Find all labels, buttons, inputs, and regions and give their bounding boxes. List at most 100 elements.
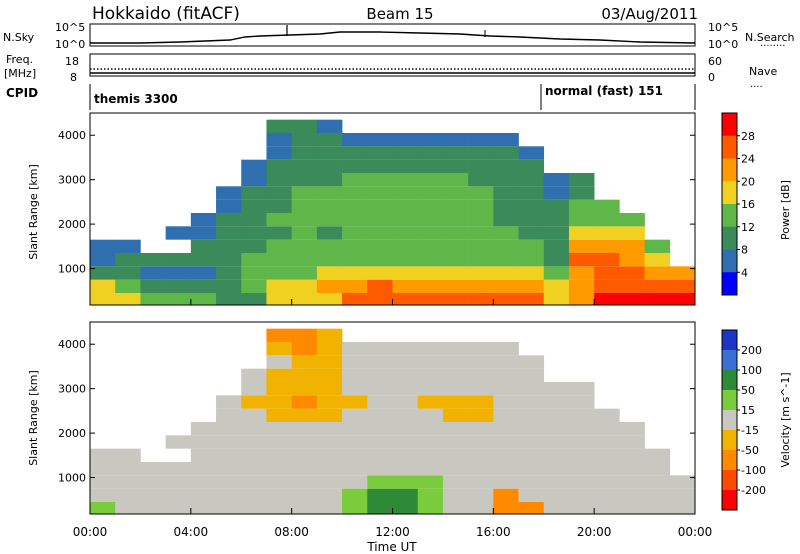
velocity-cell: [417, 408, 444, 422]
velocity-cell: [241, 395, 267, 409]
freq-right-tick-top: 60: [708, 55, 722, 68]
y-tick-label: 1000: [58, 263, 86, 276]
velocity-cell: [291, 408, 318, 422]
power-cells: [90, 119, 696, 305]
power-cell: [216, 226, 242, 240]
power-cell: [115, 239, 141, 253]
velocity-cell: [468, 502, 494, 514]
velocity-panel: 1000 2000 3000 4000 Slant Range [km]: [27, 321, 696, 515]
power-cell: [342, 213, 368, 227]
velocity-cell: [493, 475, 519, 489]
power-cell: [417, 186, 444, 200]
colorbar-swatch: [722, 272, 737, 296]
velocity-cell: [190, 435, 217, 449]
velocity-cell: [216, 435, 242, 449]
velocity-cell: [266, 488, 292, 502]
power-cell: [468, 186, 494, 200]
velocity-cell: [392, 448, 419, 462]
velocity-cell: [442, 422, 469, 436]
velocity-cell: [594, 448, 620, 462]
power-cell: [392, 173, 419, 187]
power-cell: [392, 279, 419, 293]
power-cell: [468, 199, 494, 213]
power-cell: [216, 239, 242, 253]
velocity-cell: [619, 448, 645, 462]
power-cell: [316, 279, 343, 293]
power-cell: [216, 253, 242, 267]
velocity-cell: [342, 435, 368, 449]
nave-dots: ····: [750, 82, 763, 93]
velocity-cell: [367, 342, 393, 356]
velocity-cell: [316, 382, 343, 396]
power-cell: [190, 293, 217, 305]
power-colorbar: 28 24 20 16 12 8 4: [721, 112, 755, 296]
power-cell: [493, 186, 519, 200]
velocity-cell: [266, 462, 292, 476]
power-cell: [367, 253, 393, 267]
velocity-cell: [342, 382, 368, 396]
freq-right-tick-bottom: 0: [708, 71, 715, 84]
colorbar-tick-label: 8: [741, 244, 748, 257]
velocity-yticks: 1000 2000 3000 4000: [58, 338, 695, 485]
power-cell: [291, 146, 318, 160]
power-cell: [493, 239, 519, 253]
velocity-cell: [493, 502, 519, 514]
power-cell: [266, 239, 292, 253]
power-cell: [568, 293, 595, 305]
velocity-cell: [266, 448, 292, 462]
velocity-cell: [442, 488, 469, 502]
power-cell: [367, 173, 393, 187]
velocity-cell: [291, 368, 318, 382]
velocity-cell: [266, 368, 292, 382]
velocity-cell: [316, 328, 343, 342]
velocity-cell: [442, 448, 469, 462]
velocity-cell: [367, 488, 393, 502]
velocity-cell: [619, 462, 645, 476]
velocity-cell: [392, 355, 419, 369]
power-cell: [543, 199, 570, 213]
velocity-cell: [291, 422, 318, 436]
velocity-cell: [518, 395, 545, 409]
velocity-cell: [518, 475, 545, 489]
cpid-label: CPID: [6, 86, 38, 100]
x-axis: 00:00 04:00 08:00 12:00 16:00 20:00 00:00: [73, 299, 712, 539]
velocity-cell: [669, 488, 696, 502]
power-cell: [442, 213, 469, 227]
power-cell: [468, 253, 494, 267]
velocity-cell: [392, 488, 419, 502]
velocity-cell: [543, 408, 570, 422]
velocity-cell: [342, 408, 368, 422]
power-cell: [316, 173, 343, 187]
power-cell: [291, 133, 318, 147]
power-cell: [468, 133, 494, 147]
velocity-cell: [342, 462, 368, 476]
power-cell: [342, 199, 368, 213]
velocity-cell: [644, 462, 671, 476]
velocity-cell: [518, 488, 545, 502]
power-cell: [619, 279, 645, 293]
velocity-cell: [644, 475, 671, 489]
power-cell: [493, 293, 519, 305]
freq-panel: Freq. [MHz] Nave 18 8 60 0 ···· ········: [4, 41, 785, 93]
power-cell: [468, 159, 494, 173]
velocity-cell: [266, 328, 292, 342]
velocity-cell: [417, 488, 444, 502]
power-cell: [392, 186, 419, 200]
velocity-cell: [342, 422, 368, 436]
power-cell: [90, 253, 116, 267]
velocity-cell: [644, 502, 671, 514]
velocity-cell: [216, 462, 242, 476]
y-tick-label: 2000: [58, 218, 86, 231]
velocity-cell: [392, 408, 419, 422]
freq-left-tick-top: 18: [65, 55, 79, 68]
velocity-cell: [468, 408, 494, 422]
velocity-cell: [568, 395, 595, 409]
colorbar-tick-label: -200: [741, 484, 766, 497]
velocity-cell: [140, 475, 166, 489]
power-cell: [468, 226, 494, 240]
velocity-cell: [543, 448, 570, 462]
power-cell: [241, 173, 267, 187]
power-cell: [241, 199, 267, 213]
velocity-cell: [442, 368, 469, 382]
power-cell: [190, 279, 217, 293]
